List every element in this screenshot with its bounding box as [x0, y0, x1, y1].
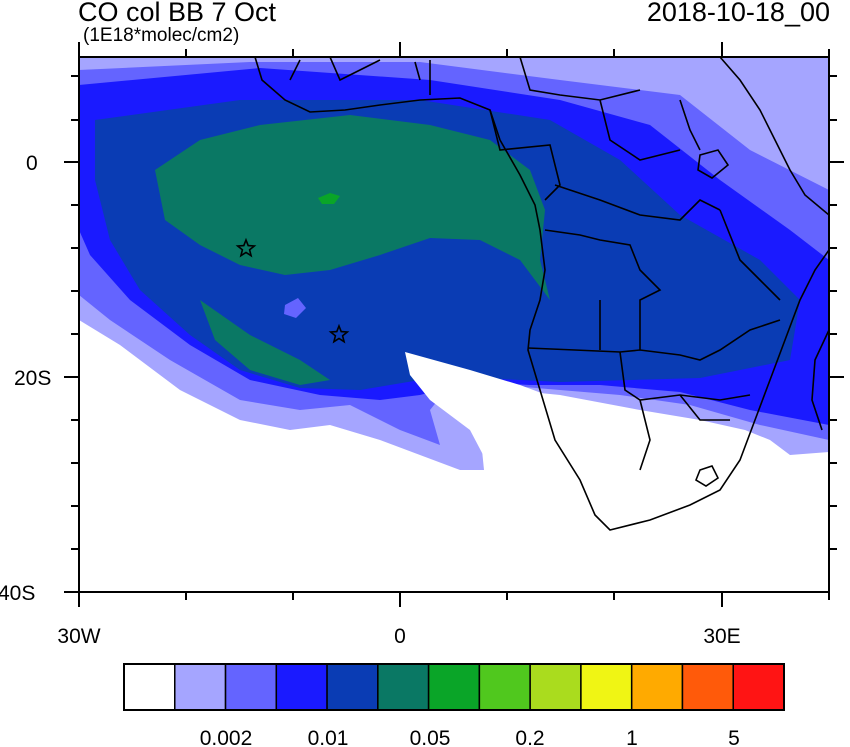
colorbar-swatch-12 — [732, 663, 785, 711]
colorbar-label-0-002: 0.002 — [200, 727, 253, 747]
lake-victoria — [697, 149, 730, 179]
east-africa-coast — [719, 57, 829, 216]
y-tick-label-40s: 40S — [0, 582, 35, 605]
x-tick-label-30e: 30E — [703, 625, 740, 648]
colorbar-swatch-4 — [326, 663, 379, 711]
colorbar-label-0-01: 0.01 — [308, 727, 349, 747]
y-tick-label-20s: 20S — [14, 367, 51, 390]
madagascar-edge — [811, 329, 829, 431]
colorbar-swatch-0 — [123, 663, 176, 711]
colorbar-swatch-9 — [580, 663, 633, 711]
co-contour-level-6 — [318, 193, 340, 204]
west-africa-coast — [254, 57, 501, 141]
co-field — [79, 57, 829, 592]
colorbar-swatch-5 — [377, 663, 430, 711]
units-label: (1E18*molec/cm2) — [83, 25, 240, 46]
colorbar-swatch-2 — [224, 663, 278, 711]
x-tick-label-30w: 30W — [57, 625, 100, 648]
colorbar-swatch-10 — [630, 663, 684, 711]
map-title: CO col BB 7 Oct — [78, 0, 277, 27]
colorbar-swatch-3 — [275, 663, 328, 711]
co-contour-level-5-tail — [200, 300, 330, 385]
colorbar-swatch-11 — [681, 663, 734, 711]
colorbar — [123, 663, 785, 711]
colorbar-swatch-7 — [478, 663, 531, 711]
clear-region — [79, 330, 829, 592]
x-axis-ticks — [78, 42, 830, 607]
colorbar-frame — [123, 663, 785, 711]
colorbar-swatch-1 — [174, 663, 227, 711]
colorbar-label-5: 5 — [728, 727, 740, 747]
site-star-2 — [328, 323, 350, 344]
colorbar-swatch-8 — [529, 663, 582, 711]
y-tick-label-0: 0 — [26, 152, 38, 175]
country-borders — [289, 57, 781, 471]
co-contour-level-5 — [155, 115, 550, 300]
colorbar-swatch-6 — [427, 663, 481, 711]
x-tick-label-0: 0 — [394, 625, 406, 648]
colorbar-label-0-2: 0.2 — [515, 727, 544, 747]
valid-time-label: 2018-10-18_00 — [646, 0, 830, 27]
co-low-patch — [284, 298, 306, 318]
colorbar-label-0-05: 0.05 — [410, 727, 451, 747]
plot-frame — [78, 56, 830, 593]
africa-west-coast — [499, 139, 829, 531]
site-star-1 — [235, 237, 257, 258]
colorbar-label-1: 1 — [626, 727, 638, 747]
y-axis-ticks — [64, 75, 844, 593]
coastlines — [254, 57, 829, 531]
lesotho — [695, 465, 720, 487]
site-markers — [235, 237, 350, 344]
